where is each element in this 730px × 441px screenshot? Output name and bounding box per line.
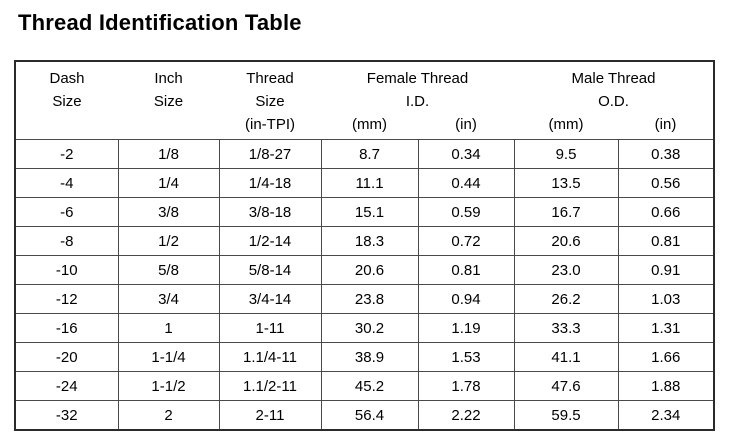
table-row: -12 3/4 3/4-14 23.8 0.94 26.2 1.03 xyxy=(14,284,715,314)
table-cell: 1/2-14 xyxy=(218,226,322,256)
table-cell: 0.59 xyxy=(417,197,515,227)
table-cell: 2-11 xyxy=(218,400,322,431)
table-row: -6 3/8 3/8-18 15.1 0.59 16.7 0.66 xyxy=(14,197,715,227)
table-cell: 16.7 xyxy=(513,197,619,227)
table-cell: 38.9 xyxy=(320,342,419,372)
header-female-in: (in) xyxy=(455,116,477,133)
table-cell: 9.5 xyxy=(513,139,619,169)
table-cell: 0.38 xyxy=(617,139,715,169)
table-cell: 5/8 xyxy=(117,255,220,285)
table-cell: 23.8 xyxy=(320,284,419,314)
table-cell: 13.5 xyxy=(513,168,619,198)
table-cell: 56.4 xyxy=(320,400,419,431)
table-cell: 20.6 xyxy=(513,226,619,256)
header-male-in: (in) xyxy=(654,116,677,133)
table-cell: 23.0 xyxy=(513,255,619,285)
table-row: -20 1-1/4 1.1/4-11 38.9 1.53 41.1 1.66 xyxy=(14,342,715,372)
table-row: -8 1/2 1/2-14 18.3 0.72 20.6 0.81 xyxy=(14,226,715,256)
table-cell: 1.1/4-11 xyxy=(218,342,322,372)
table-cell: 33.3 xyxy=(513,313,619,343)
table-cell: 1.31 xyxy=(617,313,715,343)
table-cell: -32 xyxy=(14,400,119,431)
table-cell: 0.81 xyxy=(417,255,515,285)
table-row: -16 1 1-11 30.2 1.19 33.3 1.31 xyxy=(14,313,715,343)
page-title: Thread Identification Table xyxy=(18,10,302,35)
table-cell: -4 xyxy=(14,168,119,198)
table-cell: 0.94 xyxy=(417,284,515,314)
table-cell: 1-11 xyxy=(218,313,322,343)
header-row-main: Dash Size Inch Size Thread Size (in-TPI)… xyxy=(15,61,714,133)
table-cell: 0.91 xyxy=(617,255,715,285)
table-cell: 3/8 xyxy=(117,197,220,227)
table-cell: 2 xyxy=(117,400,220,431)
table-cell: 0.72 xyxy=(417,226,515,256)
table-cell: -2 xyxy=(14,139,119,169)
table-cell: -16 xyxy=(14,313,119,343)
table-cell: 2.22 xyxy=(417,400,515,431)
header-row-units: (mm) (in) (mm) (in) xyxy=(15,113,714,140)
table-cell: -6 xyxy=(14,197,119,227)
table-cell: 1-1/4 xyxy=(117,342,220,372)
table-cell: 1-1/2 xyxy=(117,371,220,401)
header-male-thread-od: Male Thread O.D. xyxy=(571,70,656,110)
table-cell: 1.1/2-11 xyxy=(218,371,322,401)
header-male-mm: (mm) xyxy=(548,116,584,133)
table-cell: 0.44 xyxy=(417,168,515,198)
table-cell: 8.7 xyxy=(320,139,419,169)
table-cell: 0.34 xyxy=(417,139,515,169)
table-cell: -24 xyxy=(14,371,119,401)
table-cell: 0.81 xyxy=(617,226,715,256)
table-header: Dash Size Inch Size Thread Size (in-TPI)… xyxy=(15,61,714,140)
table-row: -10 5/8 5/8-14 20.6 0.81 23.0 0.91 xyxy=(14,255,715,285)
table-cell: 0.56 xyxy=(617,168,715,198)
header-dash-size: Dash Size xyxy=(49,70,85,110)
table-cell: 30.2 xyxy=(320,313,419,343)
table-body: -2 1/8 1/8-27 8.7 0.34 9.5 0.38 -4 1/4 1/4-18 11.1… xyxy=(14,139,715,431)
header-female-thread-id: Female Thread I.D. xyxy=(366,70,469,110)
table-cell: 1.03 xyxy=(617,284,715,314)
table-cell: 2.34 xyxy=(617,400,715,431)
table-cell: 1/8-27 xyxy=(218,139,322,169)
table-cell: 1/4-18 xyxy=(218,168,322,198)
thread-identification-table: Dash Size Inch Size Thread Size (in-TPI)… xyxy=(14,60,716,431)
table-row: -24 1-1/2 1.1/2-11 45.2 1.78 47.6 1.88 xyxy=(14,371,715,401)
table-row: -2 1/8 1/8-27 8.7 0.34 9.5 0.38 xyxy=(14,139,715,169)
table-cell: 5/8-14 xyxy=(218,255,322,285)
table-cell: 1.19 xyxy=(417,313,515,343)
header-inch-size: Inch Size xyxy=(153,70,184,110)
table-cell: 45.2 xyxy=(320,371,419,401)
table-cell: 18.3 xyxy=(320,226,419,256)
table-cell: 0.66 xyxy=(617,197,715,227)
table-cell: 1.78 xyxy=(417,371,515,401)
table-cell: 20.6 xyxy=(320,255,419,285)
table-cell: 1.66 xyxy=(617,342,715,372)
table-cell: 11.1 xyxy=(320,168,419,198)
table-cell: 1.53 xyxy=(417,342,515,372)
header-thread-size: Thread Size (in-TPI) xyxy=(245,70,295,133)
table-cell: 59.5 xyxy=(513,400,619,431)
table-row: -4 1/4 1/4-18 11.1 0.44 13.5 0.56 xyxy=(14,168,715,198)
table-cell: 26.2 xyxy=(513,284,619,314)
table-cell: -20 xyxy=(14,342,119,372)
table-cell: 47.6 xyxy=(513,371,619,401)
table-cell: 1/4 xyxy=(117,168,220,198)
table-cell: 15.1 xyxy=(320,197,419,227)
table-cell: 1/8 xyxy=(117,139,220,169)
table-cell: 3/8-18 xyxy=(218,197,322,227)
table-row: -32 2 2-11 56.4 2.22 59.5 2.34 xyxy=(14,400,715,431)
table-cell: 41.1 xyxy=(513,342,619,372)
table-cell: -10 xyxy=(14,255,119,285)
table-cell: 1 xyxy=(117,313,220,343)
table-cell: 1/2 xyxy=(117,226,220,256)
header-female-mm: (mm) xyxy=(352,116,387,133)
table-cell: 3/4-14 xyxy=(218,284,322,314)
table-cell: -12 xyxy=(14,284,119,314)
table-cell: 3/4 xyxy=(117,284,220,314)
table-cell: -8 xyxy=(14,226,119,256)
table-cell: 1.88 xyxy=(617,371,715,401)
